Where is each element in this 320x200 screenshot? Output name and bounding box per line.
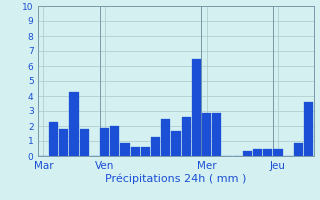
Bar: [192, 58, 201, 156]
Bar: [172, 130, 180, 156]
Bar: [253, 149, 262, 156]
Bar: [141, 147, 150, 156]
Bar: [161, 118, 170, 156]
Bar: [273, 149, 283, 156]
Bar: [59, 129, 68, 156]
Bar: [182, 117, 191, 156]
Bar: [243, 151, 252, 156]
Bar: [212, 112, 221, 156]
Bar: [100, 128, 109, 156]
Bar: [263, 149, 272, 156]
Bar: [294, 142, 303, 156]
Bar: [304, 102, 313, 156]
X-axis label: Précipitations 24h ( mm ): Précipitations 24h ( mm ): [105, 174, 247, 184]
Bar: [110, 126, 119, 156]
Bar: [49, 121, 58, 156]
Bar: [131, 147, 140, 156]
Bar: [80, 129, 89, 156]
Bar: [151, 137, 160, 156]
Bar: [120, 142, 130, 156]
Bar: [202, 112, 211, 156]
Bar: [69, 92, 79, 156]
